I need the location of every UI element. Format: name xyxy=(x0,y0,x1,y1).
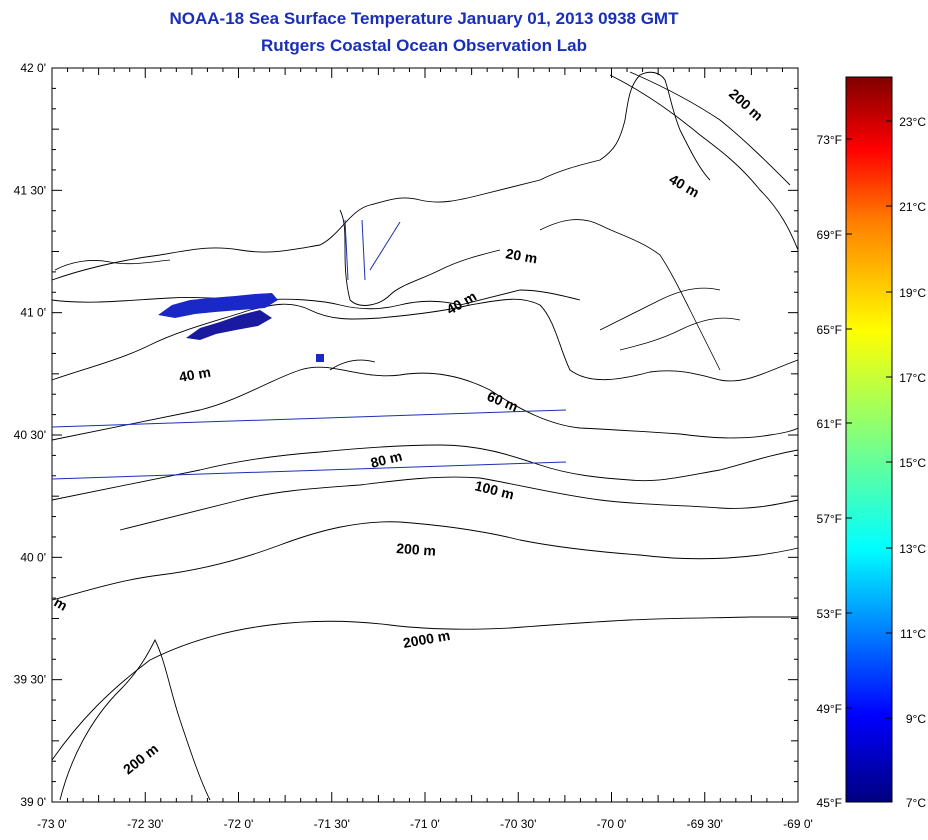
latitude-label: 39 30' xyxy=(14,673,46,687)
colorbar-ticks xyxy=(846,120,892,803)
longitude-label: -69 30' xyxy=(687,817,723,831)
latitude-labels: 42 0' 41 30' 41 0' 40 30' 40 0' 39 30' 39 0' xyxy=(14,61,46,809)
contour-200m-lower xyxy=(59,638,211,801)
colorbar-f-label: 49°F xyxy=(817,702,842,716)
contour-80m xyxy=(51,444,799,501)
colorbar-fahrenheit-labels: 73°F 69°F 65°F 61°F 57°F 53°F 49°F 45°F xyxy=(817,133,842,810)
sst-patch-2 xyxy=(186,310,272,340)
latitude-label: 40 0' xyxy=(20,550,46,564)
track-line-2 xyxy=(51,461,567,480)
contour-label: 40 m xyxy=(178,364,212,385)
colorbar-c-label: 9°C xyxy=(906,712,926,726)
latitude-label: 42 0' xyxy=(20,61,46,75)
colorbar-c-label: 7°C xyxy=(906,796,926,810)
colorbar-c-label: 11°C xyxy=(900,627,926,641)
coastal-detail xyxy=(54,219,741,371)
colorbar-c-label: 13°C xyxy=(899,542,926,556)
latitude-label: 41 0' xyxy=(20,306,46,320)
contour-200m xyxy=(51,521,799,601)
colorbar-c-label: 23°C xyxy=(899,115,926,129)
sst-patch-3 xyxy=(316,354,324,362)
longitude-label: -73 0' xyxy=(37,817,67,831)
longitude-label: -71 30' xyxy=(314,817,350,831)
colorbar-c-label: 21°C xyxy=(899,200,926,214)
colorbar-f-label: 65°F xyxy=(817,323,842,337)
contour-100m xyxy=(119,476,799,531)
contour-20m xyxy=(51,289,581,310)
longitude-label: -69 0' xyxy=(783,817,813,831)
sst-patch-1 xyxy=(158,293,278,318)
coastline xyxy=(51,71,711,281)
latitude-label: 39 0' xyxy=(20,795,46,809)
track-line-5 xyxy=(369,221,401,271)
colorbar-f-label: 69°F xyxy=(817,228,842,242)
map-subtitle: Rutgers Coastal Ocean Observation Lab xyxy=(261,36,587,55)
colorbar-c-label: 15°C xyxy=(899,456,926,470)
colorbar-f-label: 57°F xyxy=(817,512,842,526)
contour-label: 200 m xyxy=(396,540,437,559)
contour-label: 80 m xyxy=(369,448,404,471)
track-line-4 xyxy=(361,219,366,281)
longitude-label: -71 0' xyxy=(410,817,440,831)
colorbar-c-label: 19°C xyxy=(899,286,926,300)
colorbar-c-label: 17°C xyxy=(899,371,926,385)
coastline-2 xyxy=(339,209,501,306)
longitude-label: -72 0' xyxy=(224,817,254,831)
colorbar-f-label: 45°F xyxy=(817,796,842,810)
map-title: NOAA-18 Sea Surface Temperature January … xyxy=(169,9,679,28)
longitude-label: -72 30' xyxy=(127,817,163,831)
track-line-3 xyxy=(344,219,349,281)
contour-2000m xyxy=(51,616,798,761)
longitude-labels: -73 0' -72 30' -72 0' -71 30' -71 0' -70 30' -… xyxy=(37,817,813,831)
contour-40m xyxy=(51,298,799,382)
axis-ticks xyxy=(51,67,799,803)
track-line-1 xyxy=(51,409,567,428)
map-frame xyxy=(51,67,799,803)
colorbar-celsius-labels: 23°C 21°C 19°C 17°C 15°C 13°C 11°C 9°C 7°C xyxy=(899,115,926,810)
sst-patches xyxy=(158,293,324,362)
colorbar-f-label: 53°F xyxy=(817,607,842,621)
longitude-label: -70 30' xyxy=(500,817,536,831)
contour-label: 20 m xyxy=(504,245,538,266)
latitude-label: 41 30' xyxy=(14,183,46,197)
latitude-label: 40 30' xyxy=(14,428,46,442)
contour-nantucket-200m xyxy=(629,71,791,186)
contour-nantucket-40m xyxy=(609,74,799,251)
colorbar-f-label: 73°F xyxy=(817,133,842,147)
bathymetry-contours xyxy=(51,71,799,801)
colorbar xyxy=(845,76,893,803)
contour-60m xyxy=(51,366,799,441)
satellite-tracks xyxy=(51,219,567,480)
colorbar-f-label: 61°F xyxy=(817,417,842,431)
longitude-label: -70 0' xyxy=(597,817,627,831)
